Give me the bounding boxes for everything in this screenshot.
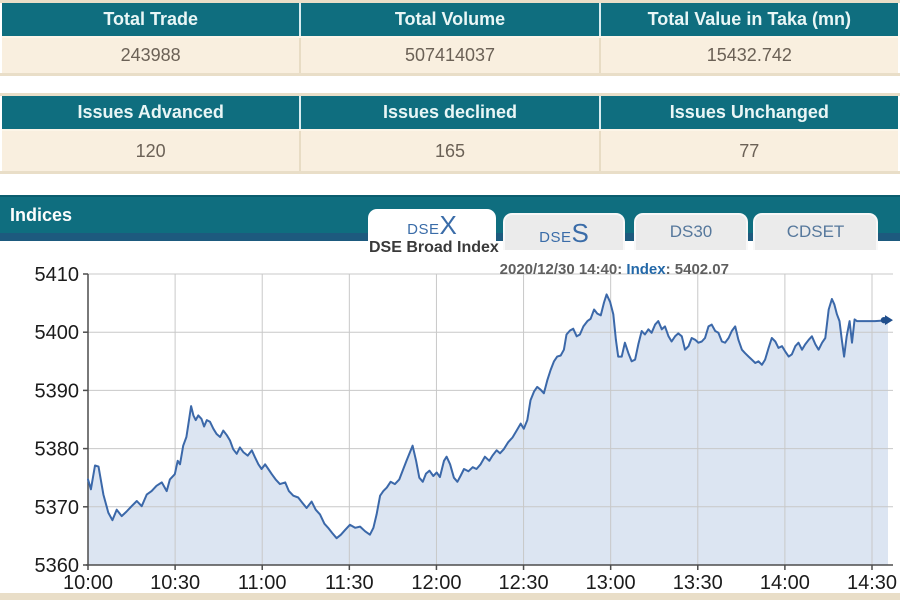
annotation-index-value: : 5402.07 — [665, 261, 729, 278]
tab-label: CDSET — [786, 222, 845, 241]
last-point-annotation: 2020/12/30 14:40: Index: 5402.07 — [500, 261, 729, 278]
value-cell-total-value-in-taka-mn: 15432.742 — [706, 45, 792, 65]
x-tick-label: 12:00 — [411, 572, 461, 594]
issues-header-row: Issues Advanced Issues declined Issues Unc… — [2, 96, 898, 129]
totals-header-row: Total Trade Total Volume Total Value in Ta… — [2, 3, 898, 36]
y-tick-label: 5400 — [35, 322, 80, 344]
annotation-datetime: 2020/12/30 14:40: — [499, 261, 623, 278]
y-tick-label: 5360 — [35, 555, 80, 577]
issues-table-top-divider — [0, 93, 900, 96]
tab-label-small: DSE — [539, 229, 572, 246]
chart-title: DSE Broad Index — [369, 239, 499, 256]
index-line-chart: 5360 5370 5380 5390 5400 5410 10:00 10:30 11:00 1… — [35, 264, 898, 594]
top-divider — [0, 0, 900, 3]
chart-area-fill — [88, 294, 888, 565]
y-tick-label: 5370 — [35, 497, 80, 519]
x-tick-label: 11:30 — [325, 572, 374, 594]
x-tick-label: 14:30 — [847, 572, 897, 594]
x-tick-label: 12:30 — [499, 572, 549, 594]
header-cell-issues-declined: Issues declined — [301, 96, 601, 129]
tab-dses[interactable]: DSE S — [503, 213, 625, 250]
x-tick-label: 10:30 — [150, 572, 200, 594]
y-tick-label: 5410 — [35, 264, 80, 286]
x-tick-label: 11:00 — [238, 572, 287, 594]
end-marker-arrow — [884, 315, 893, 326]
y-tick-label: 5380 — [35, 439, 80, 461]
tab-label: DS30 — [669, 222, 713, 241]
bottom-divider — [0, 593, 900, 600]
x-tick-label: 13:30 — [673, 572, 723, 594]
tab-cdset[interactable]: CDSET — [753, 213, 878, 250]
tab-label-big: X — [439, 210, 457, 240]
y-tick-label: 5390 — [35, 380, 80, 402]
x-tick-label: 13:00 — [586, 572, 636, 594]
totals-summary-table: Total Trade Total Volume Total Value in Ta… — [2, 3, 898, 73]
issues-summary-table: Issues Advanced Issues declined Issues Unc… — [2, 96, 898, 171]
value-cell-issues-unchanged: 77 — [739, 140, 760, 161]
totals-table-bottom-divider — [0, 73, 900, 76]
series-line — [87, 293, 889, 540]
indices-title: Indices — [10, 204, 73, 225]
tab-ds30[interactable]: DS30 — [634, 213, 748, 250]
x-tick-label: 10:00 — [63, 572, 113, 594]
value-cell-issues-advanced: 120 — [2, 131, 302, 171]
header-cell-total-trade: Total Trade — [2, 3, 302, 36]
header-cell-total-volume: Total Volume — [301, 3, 601, 36]
tab-label-small: DSE — [407, 221, 440, 238]
tab-label-big: S — [571, 218, 589, 248]
value-cell-total-volume: 507414037 — [301, 38, 601, 73]
value-cell-total-trade: 243988 — [2, 38, 302, 73]
header-cell-issues-unchanged: Issues Unchanged — [669, 102, 829, 122]
issues-value-row: 120 165 77 — [2, 131, 898, 171]
value-cell-issues-declined: 165 — [301, 131, 601, 171]
header-cell-total-value-in-taka-mn: Total Value in Taka (mn) — [647, 9, 851, 29]
annotation-index-label: Index — [626, 261, 666, 278]
issues-table-bottom-divider — [0, 171, 900, 174]
row-separator — [2, 129, 898, 131]
header-cell-issues-advanced: Issues Advanced — [2, 96, 302, 129]
x-tick-label: 14:00 — [760, 572, 810, 594]
row-separator — [2, 36, 898, 38]
tab-dsex[interactable]: DSE X — [368, 209, 496, 243]
totals-value-row: 243988 507414037 15432.742 — [2, 38, 898, 73]
